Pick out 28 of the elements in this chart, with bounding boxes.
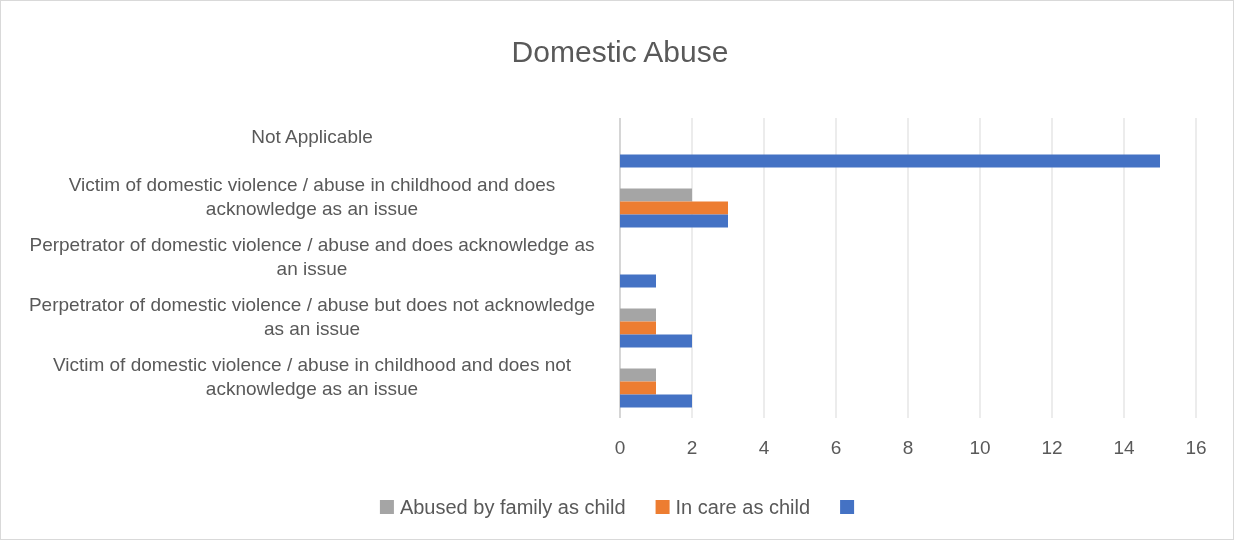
bar — [620, 321, 656, 335]
x-tick-label: 2 — [686, 437, 698, 458]
legend-label: In care as child — [675, 496, 811, 518]
bar — [620, 154, 1160, 168]
bar — [620, 368, 656, 382]
y-tick-label: Victim of domestic violence / abuse in childhood and does not acknowledge as an issue — [52, 354, 572, 399]
y-tick-label: Perpetrator of domestic violence / abuse and does acknowledge as an issue — [29, 234, 595, 279]
legend-label: Abused by family as child — [399, 496, 626, 518]
x-tick-label: 4 — [758, 437, 770, 458]
x-tick-label: 10 — [969, 437, 991, 458]
bar — [620, 381, 656, 395]
bar — [620, 188, 692, 202]
x-tick-label: 8 — [902, 437, 914, 458]
bar — [620, 274, 656, 288]
x-tick-label: 12 — [1041, 437, 1063, 458]
x-tick-label: 16 — [1185, 437, 1207, 458]
x-tick-label: 0 — [614, 437, 626, 458]
y-tick-label: Victim of domestic violence / abuse in childhood and does acknowledge as an issue — [68, 174, 556, 219]
y-tick-label: Not Applicable — [251, 126, 373, 147]
bar — [620, 201, 728, 215]
bar — [620, 214, 728, 228]
x-tick-label: 6 — [830, 437, 842, 458]
chart-title: Domestic Abuse — [511, 35, 729, 68]
bar — [620, 308, 656, 322]
y-tick-label: Perpetrator of domestic violence / abuse but does not acknowledge as an issue — [28, 294, 596, 339]
bar — [620, 394, 692, 408]
x-tick-label: 14 — [1113, 437, 1135, 458]
bar — [620, 334, 692, 348]
